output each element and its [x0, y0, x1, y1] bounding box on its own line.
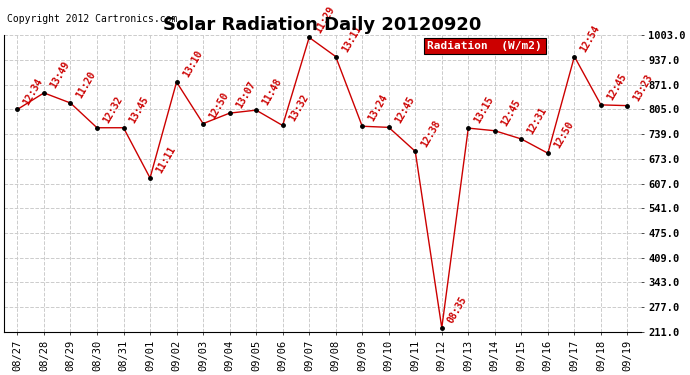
Text: 12:38: 12:38 — [420, 118, 443, 148]
Text: 11:11: 11:11 — [154, 145, 177, 175]
Text: 12:34: 12:34 — [21, 76, 45, 106]
Text: 12:32: 12:32 — [101, 94, 124, 125]
Text: 12:45: 12:45 — [605, 72, 629, 102]
Text: 13:45: 13:45 — [128, 94, 151, 125]
Text: 13:49: 13:49 — [48, 60, 72, 90]
Text: 12:50: 12:50 — [207, 90, 230, 121]
Text: 13:32: 13:32 — [287, 92, 310, 123]
Text: 12:50: 12:50 — [552, 120, 575, 150]
Text: 13:07: 13:07 — [234, 80, 257, 110]
Text: 12:31: 12:31 — [526, 106, 549, 136]
Text: 12:54: 12:54 — [578, 23, 602, 54]
Text: 13:10: 13:10 — [181, 49, 204, 79]
Text: 13:24: 13:24 — [366, 93, 390, 123]
Text: 13:15: 13:15 — [473, 95, 496, 125]
Text: 12:45: 12:45 — [499, 98, 522, 128]
Text: 11:29: 11:29 — [313, 4, 337, 34]
Text: 13:23: 13:23 — [631, 72, 655, 103]
Text: 11:48: 11:48 — [260, 77, 284, 107]
Text: 11:20: 11:20 — [75, 70, 98, 100]
Text: 13:11: 13:11 — [340, 23, 363, 54]
Text: Copyright 2012 Cartronics.com: Copyright 2012 Cartronics.com — [7, 15, 177, 24]
Text: Radiation  (W/m2): Radiation (W/m2) — [428, 41, 542, 51]
Title: Solar Radiation Daily 20120920: Solar Radiation Daily 20120920 — [164, 16, 482, 34]
Text: 12:45: 12:45 — [393, 94, 416, 124]
Text: 08:35: 08:35 — [446, 295, 469, 325]
